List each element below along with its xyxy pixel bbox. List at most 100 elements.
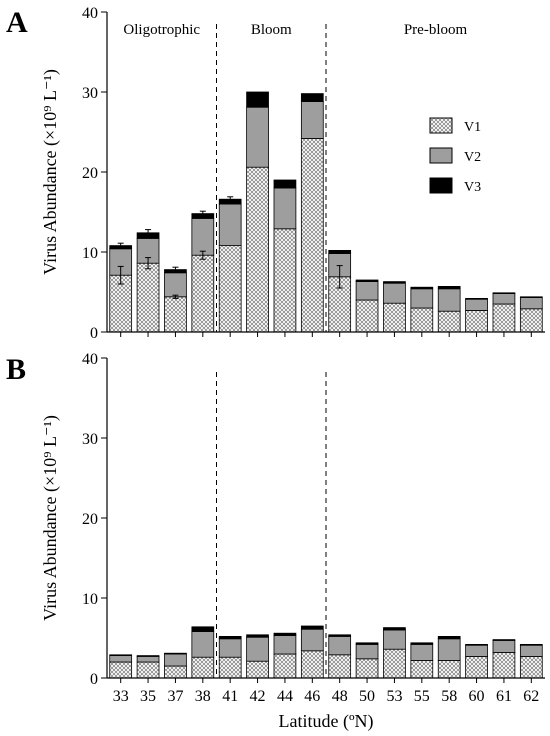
bar-b-v2-42 [246,636,269,662]
y-axis-title-a: Virus Abundance (×10⁹ L⁻¹) [40,69,61,275]
bar-b-v1-46 [300,650,324,679]
panel-a-plot: Oligotrophic Bloom Pre-bloom 0 10 20 30 40 [82,5,545,342]
x-tick-label-46: 46 [304,688,320,705]
bar-b-v3-58 [437,636,461,640]
bar-a-v2-60 [465,298,488,311]
bar-b-v1-35 [136,661,160,679]
bar-b-v3-38 [191,626,215,632]
bar-a-v1-62 [519,308,543,333]
bar-a-v2-53 [383,282,406,304]
bar-a-v3-55 [410,286,434,290]
error-bar-a-v3-41 [227,196,234,203]
bar-b-v1-41 [218,656,242,679]
bar-b-v1-38 [191,656,215,679]
y-tick-label-b-40: 40 [82,351,98,368]
error-bar-a-v3-37 [172,266,179,273]
bar-a-v2-50 [355,281,379,301]
panel-label-b: B [6,353,26,386]
x-tick-label-48: 48 [332,688,348,705]
bar-b-v1-50 [355,658,379,679]
y-tick-label-a-30: 30 [82,85,98,102]
region-label-oligotrophic: Oligotrophic [123,22,200,38]
bar-b-v3-33 [109,654,133,656]
error-bar-a-v3-38 [199,210,206,217]
x-tick-label-62: 62 [523,688,539,705]
x-tick-label-61: 61 [496,688,512,705]
bar-b-v1-58 [437,660,461,679]
x-tick-label-50: 50 [359,688,375,705]
legend-swatch-v1 [429,117,453,134]
bar-a-v2-46 [300,101,324,139]
y-axis-title-b: Virus Abundance (×10⁹ L⁻¹) [40,415,61,621]
y-tick-label-a-10: 10 [82,245,98,262]
error-bar-a-v1-35 [145,257,152,270]
error-bar-a-v3-35 [145,229,152,237]
panel-b-plot: 0 10 20 30 40 33 35 37 38 41 42 44 46 48 50 53 55 58 60 61 6… [82,351,545,705]
y-tick-label-b-20: 20 [82,511,98,528]
x-tick-label-44: 44 [277,688,293,705]
bar-b-v2-58 [437,638,461,661]
bar-a-v1-44 [273,228,297,333]
y-tick-label-a-20: 20 [82,165,98,182]
bar-b-v3-41 [218,636,242,640]
bar-b-v3-55 [410,642,434,645]
bar-a-v2-38 [191,217,215,256]
bar-a-v1-60 [465,309,488,333]
bar-a-v2-61 [492,293,516,305]
bar-a-v2-42 [246,106,269,168]
bar-b-v1-33 [109,661,133,679]
error-bar-a-v1-38 [199,250,206,260]
bar-b-v2-62 [519,644,543,657]
x-axis-title: Latitude (ºN) [278,711,373,732]
bar-a-v2-58 [437,288,461,312]
bar-b-v2-41 [218,638,242,658]
x-tick-label-35: 35 [140,688,156,705]
bar-a-v3-58 [437,285,461,290]
legend-label-v3: V3 [464,180,481,195]
bar-b-v2-44 [273,635,297,655]
bar-b-v3-60 [465,644,488,646]
x-tick-label-42: 42 [250,688,266,705]
bar-b-v3-61 [492,639,516,641]
bar-a-v1-42 [246,166,269,333]
legend-label-v2: V2 [464,150,481,165]
error-bar-a-v1-33 [117,265,124,285]
bar-b-v1-44 [273,653,297,679]
bar-b-v3-50 [355,642,379,645]
panel-label-a: A [6,6,28,39]
bar-b-v1-37 [164,665,187,679]
bar-b-v1-62 [519,656,543,679]
bar-b-v2-61 [492,640,516,653]
y-tick-label-a-0: 0 [90,325,98,342]
bar-b-v2-46 [300,628,324,652]
bar-b-v2-55 [410,644,434,661]
bar-b-v2-53 [383,629,406,650]
bar-a-v3-42 [246,91,269,108]
x-tick-label-33: 33 [113,688,129,705]
bar-a-v3-60 [465,297,488,300]
bar-a-v1-61 [492,303,516,333]
bar-b-v1-55 [410,660,434,679]
bar-b-v3-42 [246,634,269,638]
bar-a-v1-37 [164,296,187,333]
bar-b-v3-62 [519,644,543,646]
bar-a-v1-55 [410,307,434,333]
x-tick-label-60: 60 [469,688,485,705]
bar-b-v2-50 [355,644,379,660]
bar-a-v1-58 [437,310,461,333]
x-tick-label-37: 37 [167,688,183,705]
bar-a-v3-48 [328,249,352,254]
bar-b-v2-38 [191,631,215,658]
bar-b-v1-61 [492,652,516,679]
x-tick-label-38: 38 [195,688,211,705]
bar-a-v1-53 [383,302,406,333]
y-tick-label-b-0: 0 [90,671,98,688]
error-bar-a-v3-33 [117,242,124,249]
legend-swatch-v2 [429,147,453,164]
bar-a-v1-35 [136,262,160,333]
bar-a-v2-62 [519,297,543,310]
x-tick-label-58: 58 [441,688,457,705]
bar-b-v3-35 [136,655,160,657]
bar-a-v3-61 [492,292,516,294]
